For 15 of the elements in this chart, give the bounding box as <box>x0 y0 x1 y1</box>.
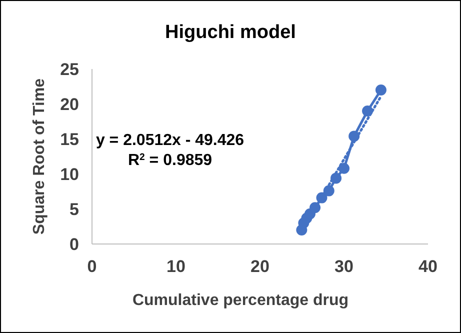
x-tick-label: 20 <box>250 257 270 276</box>
y-tick-label: 0 <box>70 234 79 254</box>
y-tick-label: 25 <box>60 60 79 79</box>
chart-title: Higuchi model <box>165 22 296 43</box>
annotation: y = 2.0512x - 49.426 R$^{2}$ = 0.9859 <box>96 132 244 169</box>
x-tick-label: 10 <box>166 257 186 276</box>
y-tick-label: 15 <box>60 130 79 149</box>
y-axis-title: Square Root of Time <box>31 78 48 235</box>
x-tick-label: 40 <box>418 257 438 276</box>
x-tick-label: 0 <box>87 257 97 276</box>
y-tick-label: 20 <box>60 94 79 114</box>
x-axis-title: Cumulative percentage drug <box>132 292 349 309</box>
x-tick-label: 30 <box>334 257 354 276</box>
y-tick-label: 5 <box>70 200 79 219</box>
y-tick-label: 10 <box>60 164 79 184</box>
